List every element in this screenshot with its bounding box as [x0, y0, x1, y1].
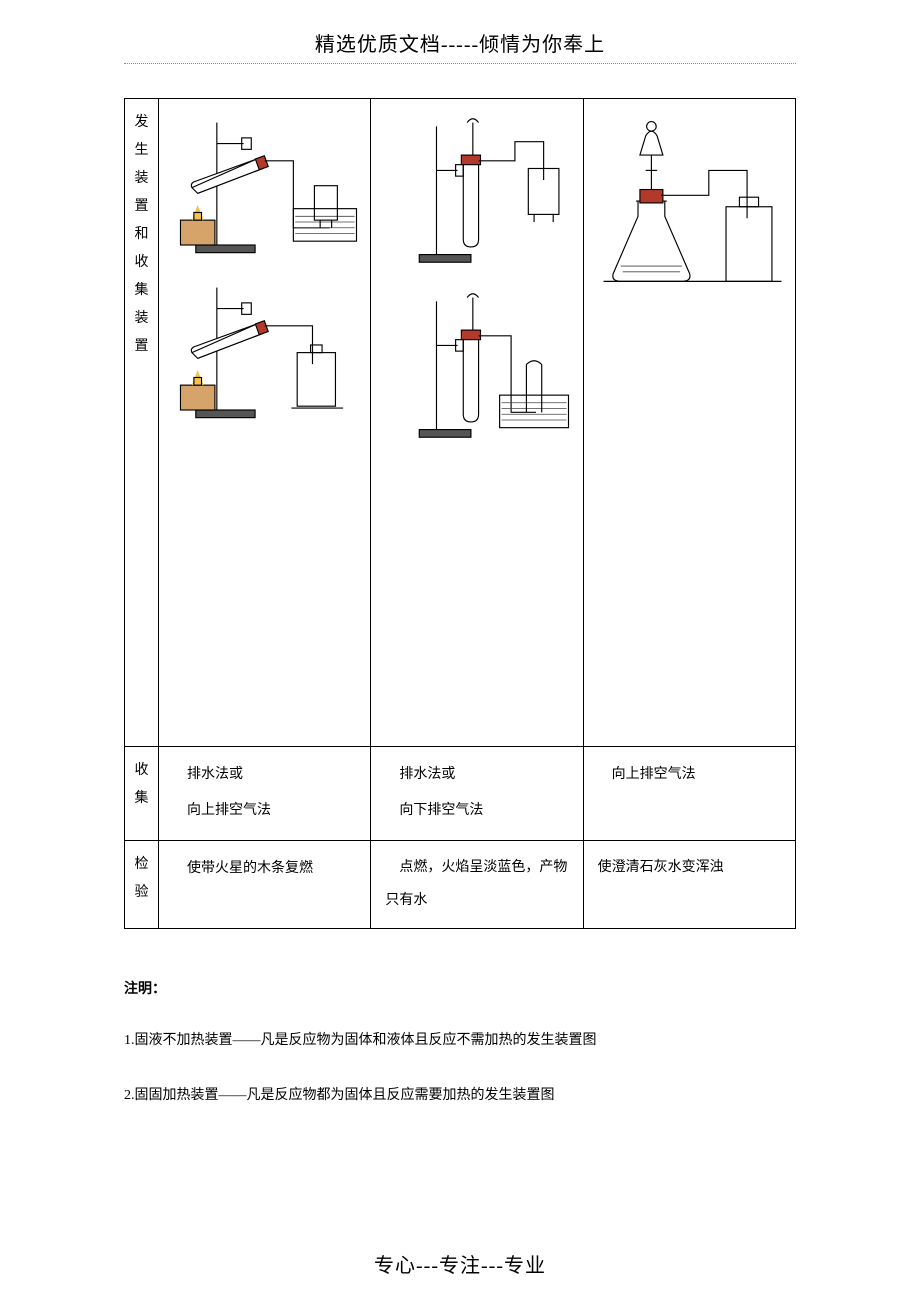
collection-hydrogen: 排水法或 向下排空气法	[371, 747, 583, 841]
page-footer: 专心---专注---专业	[0, 1249, 920, 1278]
note-item: 2.固固加热装置——凡是反应物都为固体且反应需要加热的发生装置图	[124, 1081, 796, 1112]
notes-section: 注明： 1.固液不加热装置——凡是反应物为固体和液体且反应不需加热的发生装置图 …	[124, 975, 796, 1111]
diagram-hydrogen-air	[381, 113, 572, 266]
table-row-apparatus: 发 生 装 置 和 收 集 装 置	[125, 99, 796, 747]
label-char: 装	[133, 165, 150, 193]
label-char: 检	[133, 851, 150, 879]
content-area: 发 生 装 置 和 收 集 装 置	[124, 98, 796, 1111]
label-char: 生	[133, 137, 150, 165]
collection-oxygen: 排水法或 向上排空气法	[159, 747, 371, 841]
text-line: 排水法或	[399, 757, 574, 793]
header-divider	[124, 63, 796, 64]
row-label-apparatus: 发 生 装 置 和 收 集 装 置	[125, 99, 159, 747]
label-char: 收	[133, 757, 150, 785]
text-line: 使澄清石灰水变浑浊	[592, 851, 787, 885]
label-char: 验	[133, 879, 150, 907]
test-oxygen: 使带火星的木条复燃	[159, 840, 371, 928]
text-line: 点燃，火焰呈淡蓝色，产物只有水	[379, 851, 574, 918]
note-item: 1.固液不加热装置——凡是反应物为固体和液体且反应不需加热的发生装置图	[124, 1026, 796, 1057]
label-char: 置	[133, 193, 150, 221]
text-line: 向下排空气法	[399, 793, 574, 829]
test-hydrogen: 点燃，火焰呈淡蓝色，产物只有水	[371, 840, 583, 928]
label-char: 装	[133, 305, 150, 333]
label-char: 收	[133, 249, 150, 277]
diagram-co2-air	[594, 113, 785, 295]
label-char: 和	[133, 221, 150, 249]
collection-co2: 向上排空气法	[583, 747, 795, 841]
label-char: 集	[133, 785, 150, 813]
text-line: 排水法或	[187, 757, 362, 793]
text-line: 向上排空气法	[612, 757, 787, 793]
diagram-oxygen-water	[169, 113, 360, 256]
row-label-collection: 收 集	[125, 747, 159, 841]
apparatus-cell-co2	[583, 99, 795, 747]
page-header: 精选优质文档-----倾情为你奉上	[0, 0, 920, 57]
table-row-collection: 收 集 排水法或 向上排空气法 排水法或 向下排空气法 向上排空气法	[125, 747, 796, 841]
text-line: 使带火星的木条复燃	[167, 851, 362, 887]
table-row-test: 检 验 使带火星的木条复燃 点燃，火焰呈淡蓝色，产物只有水 使澄清石灰水变浑浊	[125, 840, 796, 928]
test-co2: 使澄清石灰水变浑浊	[583, 840, 795, 928]
label-char: 集	[133, 277, 150, 305]
row-label-test: 检 验	[125, 840, 159, 928]
notes-title: 注明：	[124, 975, 796, 1006]
text-line: 向上排空气法	[187, 793, 362, 829]
apparatus-cell-oxygen	[159, 99, 371, 747]
label-char: 置	[133, 333, 150, 361]
diagram-oxygen-air	[169, 278, 360, 421]
comparison-table: 发 生 装 置 和 收 集 装 置	[124, 98, 796, 929]
apparatus-cell-hydrogen	[371, 99, 583, 747]
label-char: 发	[133, 109, 150, 137]
diagram-hydrogen-water	[381, 288, 572, 441]
